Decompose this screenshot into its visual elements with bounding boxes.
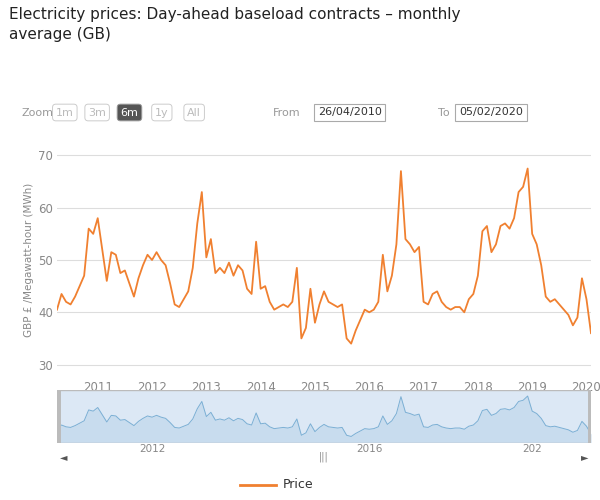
Text: Electricity prices: Day-ahead baseload contracts – monthly
average (GB): Electricity prices: Day-ahead baseload c… — [9, 6, 460, 43]
Text: 6m: 6m — [121, 108, 139, 118]
Bar — [57, 390, 591, 442]
Text: Zoom: Zoom — [21, 108, 53, 118]
Text: 26/04/2010: 26/04/2010 — [317, 108, 382, 118]
Text: ◄: ◄ — [59, 452, 67, 462]
Text: To: To — [439, 108, 450, 118]
Text: 3m: 3m — [88, 108, 106, 118]
Text: From: From — [272, 108, 300, 118]
Text: Price: Price — [283, 478, 314, 492]
Text: 1y: 1y — [155, 108, 169, 118]
Text: 1m: 1m — [56, 108, 74, 118]
Text: All: All — [187, 108, 201, 118]
Text: ►: ► — [581, 452, 589, 462]
Y-axis label: GBP £ /Megawatt-hour (MWh): GBP £ /Megawatt-hour (MWh) — [24, 183, 34, 337]
Text: |||: ||| — [319, 452, 329, 462]
Text: 05/02/2020: 05/02/2020 — [459, 108, 523, 118]
